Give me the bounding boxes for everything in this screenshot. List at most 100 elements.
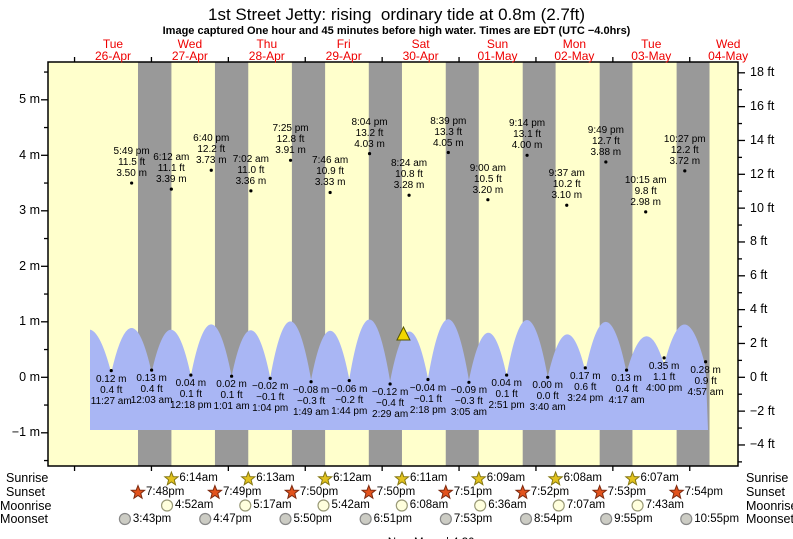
sunset-star-icon — [283, 484, 300, 500]
tide-label-line: 4.00 m — [511, 140, 543, 152]
high-tide-label: 9:37 am 10.2 ft 3.10 m — [530, 168, 604, 201]
sunset-star-icon — [206, 484, 223, 500]
sunrise-time-label: 6:11am — [409, 472, 448, 484]
day-name-label: Fri — [336, 37, 351, 51]
tide-label-line: −0.12 m — [371, 386, 409, 398]
tide-label-line: 10:15 am — [624, 174, 667, 186]
moonrise-circle-icon — [631, 499, 644, 512]
tide-label-line: 9:14 pm — [509, 118, 546, 130]
tide-label-line: −0.1 ft — [256, 392, 285, 404]
right-axis-tick-label: 6 ft — [750, 268, 768, 283]
tide-extreme-dot — [347, 379, 351, 383]
day-date-label: 27-Apr — [171, 49, 208, 63]
day-date-label: 29-Apr — [325, 49, 362, 63]
tide-label-line: 10.2 ft — [552, 179, 581, 191]
moon-phase-divider: | — [446, 537, 449, 539]
tide-extreme-dot — [604, 160, 608, 164]
low-tide-label: −0.06 m −0.2 ft 1:44 pm — [312, 384, 386, 417]
day-name-label: Sun — [486, 37, 509, 51]
sunset-star-icon — [668, 484, 685, 500]
moonset-circle-icon — [199, 512, 212, 526]
moonrise-time-label: 7:07am — [566, 499, 606, 511]
low-tide-label: 0.12 m 0.4 ft 11:27 am — [74, 374, 148, 407]
high-tide-label: 5:49 pm 11.5 ft 3.50 m — [95, 146, 169, 179]
tide-label-line: 0.9 ft — [694, 375, 717, 387]
low-tide-label: 0.13 m 0.4 ft 12:03 am — [115, 373, 189, 406]
tide-label-line: 0.13 m — [611, 373, 642, 385]
right-axis-tick-label: 0 ft — [750, 369, 768, 384]
tide-label-line: 7:46 am — [312, 155, 349, 167]
tide-label-line: 1:01 am — [213, 401, 250, 413]
tide-extreme-dot — [546, 375, 550, 379]
tide-label-line: 3.20 m — [472, 184, 504, 196]
tide-label-line: 9:49 pm — [587, 124, 624, 136]
moonrise-circle-icon — [474, 499, 487, 512]
tide-extreme-dot — [268, 376, 272, 381]
tide-label-line: 4:57 am — [687, 386, 724, 398]
moonset-time-label: 10:55pm — [694, 512, 740, 525]
tide-label-line: 0.1 ft — [220, 390, 243, 402]
sunrise-star-icon — [470, 470, 487, 486]
tide-extreme-dot — [150, 368, 154, 372]
tide-label-line: 0.00 m — [532, 380, 563, 392]
tide-label-line: −0.08 m — [292, 384, 330, 396]
right-axis-tick-label: 16 ft — [750, 99, 775, 114]
tide-label-line: 3.50 m — [116, 168, 147, 180]
right-axis-tick-label: 12 ft — [750, 166, 775, 181]
moonrise-time-label: 6:36am — [488, 499, 527, 511]
tide-label-line: 3:24 pm — [567, 392, 604, 404]
tide-label-line: 0.6 ft — [574, 381, 597, 393]
tide-label-line: −0.04 m — [409, 382, 447, 394]
low-tide-label: 0.02 m 0.1 ft 1:01 am — [195, 379, 269, 412]
tide-label-line: 11.0 ft — [237, 164, 265, 176]
tide-label-line: 4.03 m — [354, 138, 385, 150]
tide-extreme-dot — [230, 374, 234, 378]
tide-extreme-dot — [426, 377, 430, 382]
moonset-time-label: 9:55pm — [614, 512, 653, 525]
tide-label-line: 2:51 pm — [488, 400, 525, 412]
day-date-label: 02-May — [554, 49, 595, 63]
tide-label-line: 3.10 m — [551, 190, 583, 202]
sunset-star-icon — [129, 484, 146, 500]
moonset-circle-icon — [279, 512, 292, 526]
page-subtitle: Image captured One hour and 45 minutes b… — [162, 25, 631, 37]
tide-extreme-dot — [583, 366, 587, 370]
moonrise-circle-icon — [160, 499, 174, 512]
low-tide-label: 0.28 m 0.9 ft 4:57 am — [669, 365, 743, 398]
moonrise-circle-icon — [552, 499, 565, 512]
tide-extreme-dot — [704, 360, 708, 364]
tide-label-line: 12.2 ft — [197, 144, 226, 156]
right-axis-tick-label: −4 ft — [750, 437, 775, 452]
tide-label-line: 1:44 pm — [331, 405, 368, 417]
moonrise-time-label: 4:52am — [175, 499, 214, 511]
tide-label-line: 0.04 m — [491, 378, 522, 390]
tide-label-line: 0.1 ft — [495, 389, 518, 401]
moonset-circle-icon — [359, 512, 372, 526]
tide-label-line: 0.13 m — [136, 373, 167, 385]
tide-extreme-dot — [683, 169, 687, 173]
tide-curve — [90, 319, 708, 430]
day-name-label: Tue — [102, 37, 124, 51]
moon-phase-caption: New Moon | 4:30pm — [375, 525, 491, 539]
moonrise-time-label: 5:17am — [253, 499, 292, 511]
tide-label-line: −0.09 m — [450, 385, 488, 397]
tide-label-line: 3.72 m — [669, 155, 701, 167]
moonset-circle-icon — [439, 512, 452, 526]
sunset-star-icon — [514, 484, 531, 500]
tide-label-line: 1:49 am — [292, 406, 330, 418]
tide-label-line: 0.4 ft — [100, 384, 123, 396]
low-tide-label: −0.08 m −0.3 ft 1:49 am — [274, 385, 348, 418]
moonset-time-label: 6:51pm — [373, 512, 412, 525]
sunrise-star-icon — [317, 470, 334, 486]
day-date-label: 28-Apr — [248, 49, 285, 63]
tide-label-line: 7:02 am — [232, 153, 269, 165]
right-axis-tick-label: 18 ft — [750, 65, 775, 80]
day-name-label: Wed — [715, 37, 741, 51]
moonrise-circle-icon — [317, 499, 330, 512]
day-date-label: 01-May — [477, 49, 518, 63]
tide-extreme-dot — [249, 189, 253, 193]
low-tide-label: −0.04 m −0.1 ft 2:18 pm — [391, 383, 465, 416]
moonset-circle-icon — [118, 512, 132, 526]
sunset-time-label: 7:54pm — [684, 485, 723, 498]
